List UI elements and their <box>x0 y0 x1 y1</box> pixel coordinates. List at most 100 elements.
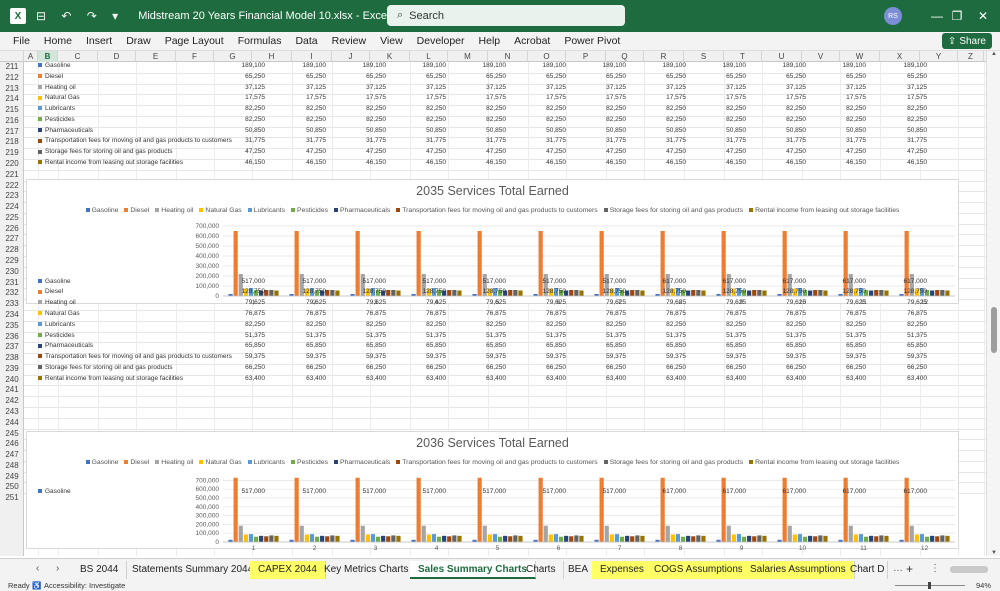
table-cell[interactable]: 65,850 <box>726 342 746 350</box>
table-cell[interactable]: 76,875 <box>606 309 626 317</box>
table-cell[interactable]: 31,775 <box>786 137 806 145</box>
row-header[interactable]: 218 <box>5 137 19 147</box>
bar[interactable] <box>325 290 330 296</box>
bar[interactable] <box>436 290 442 296</box>
bar[interactable] <box>497 290 503 296</box>
bar[interactable] <box>924 290 930 296</box>
bar[interactable] <box>309 534 315 542</box>
bar[interactable] <box>604 525 609 542</box>
table-cell[interactable]: 517,000 <box>241 487 266 495</box>
column-header[interactable]: S <box>684 51 724 62</box>
row-header[interactable]: 221 <box>5 169 19 179</box>
table-cell[interactable]: 46,150 <box>606 159 626 167</box>
column-header[interactable]: Y <box>920 51 958 62</box>
bar[interactable] <box>614 534 620 542</box>
column-header[interactable]: G <box>214 51 252 62</box>
bar[interactable] <box>701 290 706 297</box>
bar[interactable] <box>508 290 513 296</box>
row-header[interactable]: 216 <box>5 115 19 125</box>
legend-item[interactable]: Lubricants <box>247 207 285 214</box>
bar[interactable] <box>655 294 660 296</box>
table-cell[interactable]: 46,150 <box>786 159 806 167</box>
table-cell[interactable]: 66,250 <box>846 363 866 371</box>
row-label[interactable]: Storage fees for storing oil and gas pro… <box>38 148 238 155</box>
bar[interactable] <box>518 535 523 542</box>
table-cell[interactable]: 189,100 <box>542 62 567 69</box>
row-label[interactable]: Pharmaceuticals <box>38 127 238 134</box>
menu-data[interactable]: Data <box>295 35 318 47</box>
bar[interactable] <box>721 477 726 542</box>
bar[interactable] <box>853 534 858 542</box>
row-header[interactable]: 224 <box>5 202 19 212</box>
table-cell[interactable]: 50,850 <box>546 126 566 134</box>
bar[interactable] <box>553 288 559 296</box>
sheet-tab[interactable]: CAPEX 2044 <box>250 561 326 579</box>
bar[interactable] <box>543 274 548 296</box>
bar[interactable] <box>238 525 243 542</box>
bar[interactable] <box>899 539 904 542</box>
bar[interactable] <box>909 525 914 542</box>
row-header[interactable]: 233 <box>5 299 19 309</box>
table-cell[interactable]: 31,775 <box>907 137 927 145</box>
table-cell[interactable]: 37,125 <box>546 83 566 91</box>
table-cell[interactable]: 617,000 <box>842 277 867 285</box>
bar[interactable] <box>513 290 518 296</box>
table-cell[interactable]: 517,000 <box>422 487 447 495</box>
bar[interactable] <box>426 534 431 542</box>
table-cell[interactable]: 617,000 <box>782 487 807 495</box>
table-cell[interactable]: 63,400 <box>666 374 686 382</box>
row-header[interactable]: 211 <box>5 62 19 71</box>
row-header[interactable]: 223 <box>5 191 19 201</box>
menu-review[interactable]: Review <box>331 35 367 47</box>
tab-menu-icon[interactable]: ⋮ <box>930 563 940 574</box>
bar[interactable] <box>386 536 391 542</box>
sheet-tab[interactable]: Salaries Assumptions <box>742 561 855 579</box>
table-cell[interactable]: 17,575 <box>306 94 326 102</box>
column-header[interactable]: N <box>488 51 528 62</box>
table-cell[interactable]: 65,850 <box>306 342 326 350</box>
table-cell[interactable]: 50,850 <box>306 126 326 134</box>
table-cell[interactable]: 82,250 <box>907 105 927 113</box>
table-cell[interactable]: 82,250 <box>546 115 566 123</box>
table-cell[interactable]: 76,875 <box>666 309 686 317</box>
table-cell[interactable]: 128,750 <box>662 288 687 296</box>
column-header[interactable]: Q <box>606 51 644 62</box>
bar[interactable] <box>792 534 797 542</box>
table-cell[interactable]: 65,850 <box>846 342 866 350</box>
bar[interactable] <box>579 290 584 297</box>
bar[interactable] <box>548 288 553 297</box>
table-cell[interactable]: 37,125 <box>666 83 686 91</box>
table-cell[interactable]: 37,125 <box>606 83 626 91</box>
table-cell[interactable]: 51,375 <box>366 331 386 339</box>
table-cell[interactable]: 66,250 <box>666 363 686 371</box>
table-cell[interactable]: 517,000 <box>362 277 387 285</box>
table-cell[interactable]: 65,850 <box>366 342 386 350</box>
accessibility-status[interactable]: Accessibility: Investigate <box>44 581 126 590</box>
bar[interactable] <box>569 290 574 296</box>
bar[interactable] <box>787 274 792 296</box>
bar[interactable] <box>386 290 391 296</box>
bar[interactable] <box>574 535 579 542</box>
row-label[interactable]: Natural Gas <box>38 310 238 317</box>
column-header[interactable]: U <box>762 51 802 62</box>
menu-home[interactable]: Home <box>43 35 72 47</box>
bar[interactable] <box>696 535 701 542</box>
row-header[interactable]: 249 <box>5 471 19 481</box>
bar[interactable] <box>736 534 742 542</box>
table-cell[interactable]: 65,850 <box>426 342 446 350</box>
zoom-slider-knob[interactable] <box>928 582 931 589</box>
table-cell[interactable]: 63,400 <box>606 374 626 382</box>
table-cell[interactable]: 37,125 <box>306 83 326 91</box>
more-tabs-icon[interactable]: … <box>893 563 903 574</box>
bar[interactable] <box>243 534 248 542</box>
bar[interactable] <box>396 290 401 297</box>
table-cell[interactable]: 82,250 <box>486 105 506 113</box>
row-header[interactable]: 215 <box>5 105 19 115</box>
row-header[interactable]: 245 <box>5 428 19 438</box>
column-header[interactable]: X <box>880 51 920 62</box>
table-cell[interactable]: 66,250 <box>907 363 927 371</box>
column-header[interactable]: T <box>724 51 762 62</box>
table-cell[interactable]: 189,100 <box>241 62 266 69</box>
table-cell[interactable]: 79,625 <box>546 299 566 307</box>
legend-item[interactable]: Pesticides <box>291 207 328 214</box>
